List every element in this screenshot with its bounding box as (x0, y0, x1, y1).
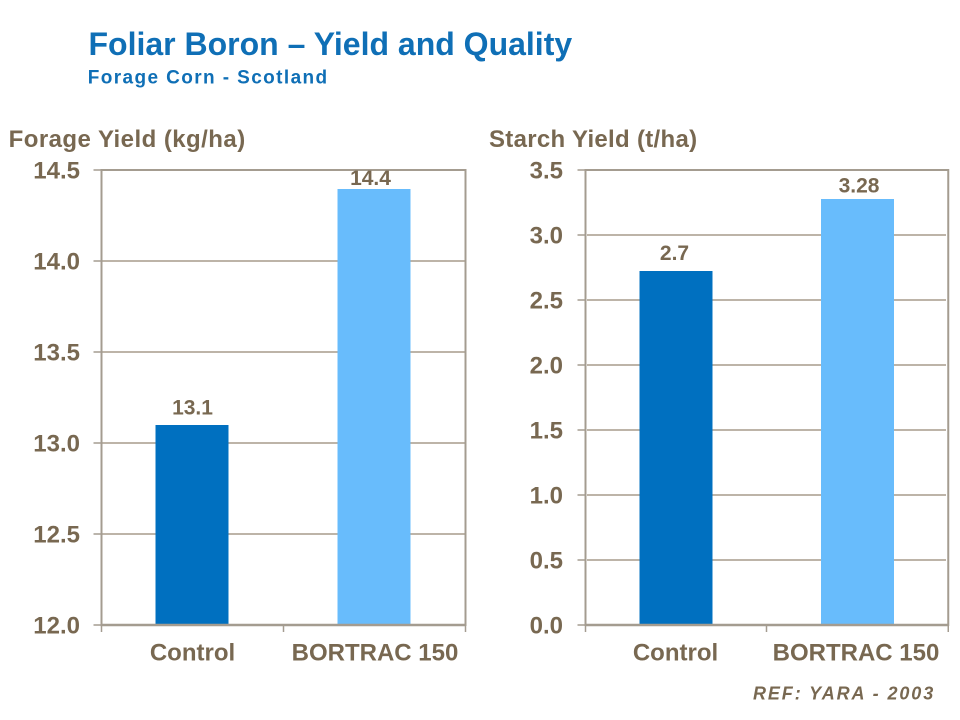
svg-text:Control: Control (150, 640, 235, 667)
svg-text:0.0: 0.0 (530, 613, 563, 640)
svg-text:BORTRAC 150: BORTRAC 150 (773, 640, 940, 667)
svg-text:1.5: 1.5 (530, 418, 563, 445)
svg-text:13.0: 13.0 (33, 431, 80, 458)
svg-text:3.0: 3.0 (530, 223, 563, 250)
svg-text:12.0: 12.0 (33, 613, 80, 640)
svg-text:REF: YARA - 2003: REF: YARA - 2003 (753, 684, 935, 704)
svg-text:14.0: 14.0 (33, 249, 80, 276)
svg-text:12.5: 12.5 (33, 522, 80, 549)
svg-text:13.5: 13.5 (33, 340, 80, 367)
svg-text:Forage Corn - Scotland: Forage Corn - Scotland (88, 67, 329, 88)
svg-text:2.7: 2.7 (660, 242, 689, 265)
svg-text:Foliar Boron – Yield and Quali: Foliar Boron – Yield and Quality (89, 26, 573, 62)
svg-text:BORTRAC 150: BORTRAC 150 (292, 640, 459, 667)
svg-text:14.5: 14.5 (33, 158, 80, 185)
svg-text:1.0: 1.0 (530, 483, 563, 510)
svg-text:Starch Yield (t/ha): Starch Yield (t/ha) (489, 126, 697, 153)
svg-text:13.1: 13.1 (172, 397, 213, 420)
svg-text:14.4: 14.4 (350, 167, 391, 190)
svg-text:3.28: 3.28 (839, 175, 880, 198)
svg-text:3.5: 3.5 (530, 158, 563, 185)
svg-text:2.5: 2.5 (530, 288, 563, 315)
svg-text:Control: Control (633, 640, 718, 667)
svg-text:2.0: 2.0 (530, 353, 563, 380)
svg-text:0.5: 0.5 (530, 548, 563, 575)
svg-text:Forage Yield (kg/ha): Forage Yield (kg/ha) (9, 126, 246, 153)
